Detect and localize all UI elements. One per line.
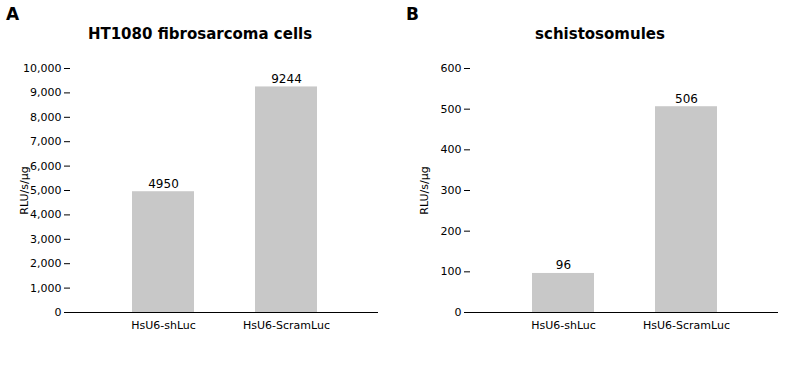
svg-text:RLU/s/μg: RLU/s/μg (18, 166, 31, 214)
svg-text:600: 600 (441, 62, 462, 75)
svg-text:10,000: 10,000 (23, 62, 62, 75)
svg-text:HsU6-ScramLuc: HsU6-ScramLuc (643, 319, 730, 332)
svg-text:100: 100 (441, 265, 462, 278)
html-text:A: A (6, 4, 20, 24)
svg-text:506: 506 (675, 92, 698, 106)
svg-text:HsU6-shLuc: HsU6-shLuc (131, 319, 196, 332)
svg-text:0: 0 (55, 306, 62, 319)
svg-text:9,000: 9,000 (30, 86, 62, 99)
svg-text:400: 400 (441, 143, 462, 156)
svg-text:6,000: 6,000 (30, 160, 62, 173)
svg-text:3,000: 3,000 (30, 233, 62, 246)
html-text:schistosomules: schistosomules (535, 25, 665, 43)
svg-text:4,000: 4,000 (30, 208, 62, 221)
svg-text:2,000: 2,000 (30, 257, 62, 270)
svg-text:7,000: 7,000 (30, 135, 62, 148)
svg-text:RLU/s/μg: RLU/s/μg (418, 166, 431, 214)
html-text:B: B (406, 4, 419, 24)
svg-text:1,000: 1,000 (30, 282, 62, 295)
svg-text:5,000: 5,000 (30, 184, 62, 197)
svg-text:200: 200 (441, 225, 462, 238)
html-text:HT1080 fibrosarcoma cells: HT1080 fibrosarcoma cells (87, 25, 313, 43)
svg-text:0: 0 (455, 306, 462, 319)
svg-text:8,000: 8,000 (30, 111, 62, 124)
svg-text:500: 500 (441, 103, 462, 116)
svg-text:96: 96 (556, 258, 571, 272)
svg-text:HsU6-shLuc: HsU6-shLuc (531, 319, 596, 332)
svg-text:4950: 4950 (148, 177, 179, 191)
svg-text:HsU6-ScramLuc: HsU6-ScramLuc (243, 319, 330, 332)
svg-text:9244: 9244 (271, 72, 302, 86)
svg-text:300: 300 (441, 184, 462, 197)
